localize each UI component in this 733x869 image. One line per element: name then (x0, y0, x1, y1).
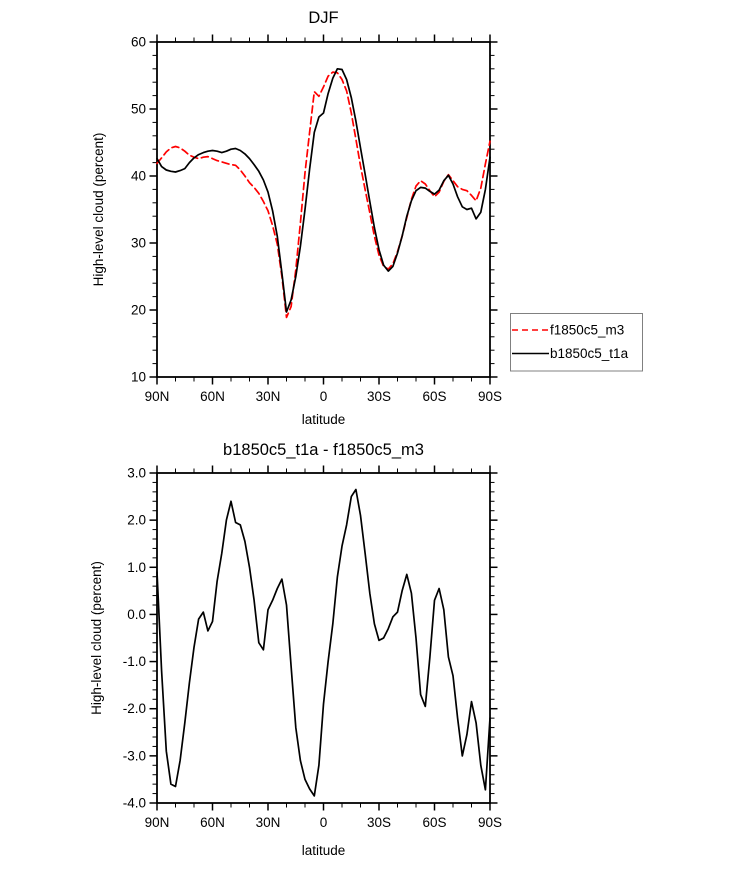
series-lines-bottom (156, 488, 491, 797)
chart-title: DJF (308, 9, 338, 27)
x-tick-label: 0 (320, 389, 328, 404)
y-tick-label: -1.0 (123, 654, 146, 669)
legend-box (510, 313, 643, 372)
plot-frame (156, 41, 491, 378)
y-tick-label: 10 (131, 370, 146, 385)
y-tick-label: -4.0 (123, 796, 146, 811)
x-axis-label: latitude (302, 843, 346, 858)
y-tick-label: 20 (131, 303, 146, 318)
x-tick-label: 60S (422, 389, 446, 404)
x-tick-label: 90N (145, 815, 170, 830)
x-tick-label: 0 (320, 815, 328, 830)
y-axis-label: High-level cloud (percent) (89, 561, 104, 715)
y-tick-label: 2.0 (127, 513, 146, 528)
axes-top: 90N 60N 30N 0 30S 60S 90S 60 50 40 30 20 10 (131, 34, 502, 404)
x-tick-label: 30S (367, 389, 391, 404)
y-tick-label: 60 (131, 35, 146, 50)
djf-cloud-chart: 90N 60N 30N 0 30S 60S 90S 60 50 40 30 20 10 DJF High… (91, 9, 643, 427)
y-axis-label: High-level cloud (percent) (91, 133, 106, 287)
legend-label-f1850c5-m3: f1850c5_m3 (550, 323, 624, 338)
x-tick-label: 30N (256, 389, 281, 404)
y-tick-label: 40 (131, 169, 146, 184)
y-tick-label: 30 (131, 236, 146, 251)
x-tick-label: 90S (478, 389, 502, 404)
y-tick-label: 1.0 (127, 560, 146, 575)
plot-frame (156, 472, 491, 804)
series-lines-top (156, 67, 491, 319)
x-tick-label: 30N (256, 815, 281, 830)
chart-title: b1850c5_t1a - f1850c5_m3 (223, 441, 424, 459)
x-tick-label: 60S (422, 815, 446, 830)
y-tick-label: -2.0 (123, 701, 146, 716)
axes-bottom: 90N 60N 30N 0 30S 60S 90S 3.0 2.0 1.0 0.0 -1.0 -2.0 -… (123, 465, 502, 830)
f1850c5-m3-line (156, 71, 491, 319)
b1850c5-t1a-f1850c5-m3-line (156, 488, 491, 797)
x-tick-label: 90N (145, 389, 170, 404)
y-tick-label: -3.0 (123, 748, 146, 763)
y-tick-label: 0.0 (127, 607, 146, 622)
x-tick-label: 60N (200, 815, 225, 830)
b1850c5-t1a-line (156, 67, 491, 313)
legend: f1850c5_m3 b1850c5_t1a (510, 313, 643, 372)
y-tick-label: 3.0 (127, 466, 146, 481)
y-tick-label: 50 (131, 102, 146, 117)
x-tick-label: 90S (478, 815, 502, 830)
difference-chart: 90N 60N 30N 0 30S 60S 90S 3.0 2.0 1.0 0.0 -1.0 -2.0 -… (89, 441, 502, 858)
x-tick-label: 30S (367, 815, 391, 830)
x-axis-label: latitude (302, 412, 346, 427)
x-tick-label: 60N (200, 389, 225, 404)
legend-label-b1850c5-t1a: b1850c5_t1a (550, 346, 629, 361)
